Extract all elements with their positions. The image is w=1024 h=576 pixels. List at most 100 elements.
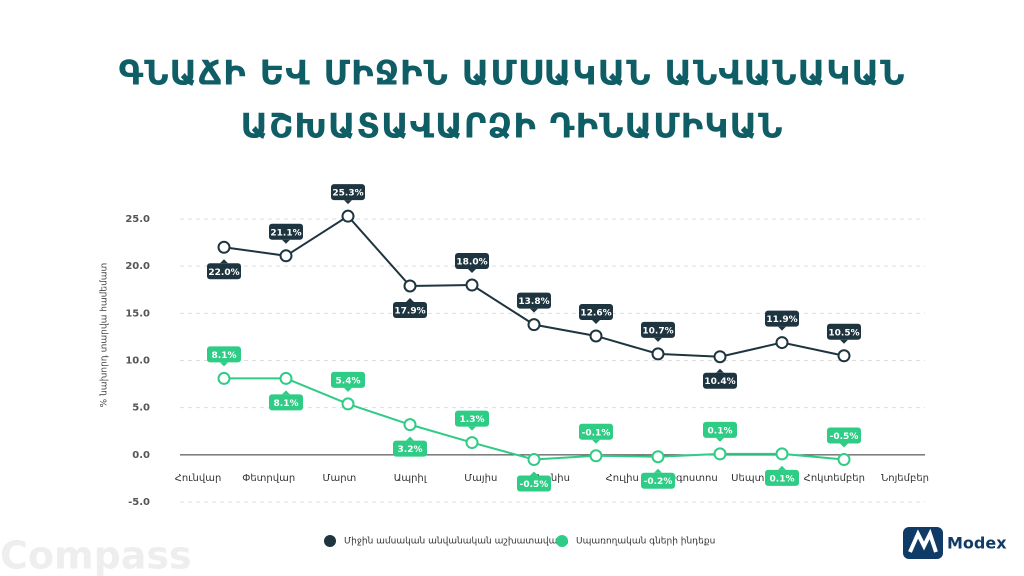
label-bg xyxy=(827,427,861,444)
data-label: 10.4% xyxy=(703,368,737,389)
legend-label: Միջին ամսական անվանական աշխատավարձ xyxy=(344,537,569,547)
value-label: 8.1% xyxy=(212,351,237,361)
value-label: -0.5% xyxy=(520,480,549,490)
label-bg xyxy=(207,346,241,363)
label-bg xyxy=(331,184,365,201)
value-label: 5.4% xyxy=(336,376,361,386)
point xyxy=(279,249,293,263)
point xyxy=(217,240,231,254)
point xyxy=(279,371,293,385)
y-tick-label: 10.0 xyxy=(125,356,150,367)
label-pointer xyxy=(344,200,352,205)
label-pointer xyxy=(282,239,290,244)
data-label: 8.1% xyxy=(269,390,303,411)
label-bg xyxy=(207,263,241,280)
data-label: 18.0% xyxy=(455,253,489,274)
data-label: 0.1% xyxy=(765,465,799,486)
label-bg xyxy=(641,321,675,338)
line xyxy=(223,214,845,358)
y-tick-label: 25.0 xyxy=(125,214,150,225)
label-pointer xyxy=(778,465,786,470)
point xyxy=(527,453,541,467)
label-pointer xyxy=(344,387,352,392)
data-label: 12.6% xyxy=(579,303,613,324)
value-label: 21.1% xyxy=(270,228,301,238)
data-label: 3.2% xyxy=(393,436,427,457)
point xyxy=(589,329,603,343)
modex-logo: Modex xyxy=(903,527,1007,559)
data-label: -0.5% xyxy=(517,471,551,492)
label-pointer xyxy=(592,319,600,324)
label-pointer xyxy=(406,436,414,441)
legend-label: Սպառողական գների ինդեքս xyxy=(576,537,715,547)
chart-title: ԳՆԱՃԻ ԵՎ ՄԻՋԻՆ ԱՄՍԱԿԱՆ ԱՆՎԱՆԱԿԱՆ xyxy=(119,54,906,94)
label-pointer xyxy=(220,362,228,367)
data-label: 10.7% xyxy=(641,321,675,342)
x-tick-label: Օգոստոս xyxy=(668,473,718,484)
label-pointer xyxy=(468,426,476,431)
point xyxy=(775,336,789,350)
y-tick-label: 5.0 xyxy=(132,403,150,414)
point xyxy=(465,436,479,450)
point xyxy=(775,447,789,461)
value-label: 0.1% xyxy=(770,474,795,484)
logo-text: Modex xyxy=(947,534,1007,553)
data-label: 21.1% xyxy=(269,223,303,244)
line xyxy=(224,377,845,461)
y-tick-label: 15.0 xyxy=(125,308,150,319)
label-pointer xyxy=(654,468,662,473)
data-label: 0.1% xyxy=(703,421,737,442)
value-label: -0.1% xyxy=(582,428,611,438)
data-label: -0.2% xyxy=(641,468,675,489)
x-tick-label: Փետրվար xyxy=(242,473,295,484)
label-bg xyxy=(455,410,489,427)
value-label: 11.9% xyxy=(766,315,797,325)
x-tick-label: Մայիս xyxy=(464,473,497,484)
data-label: 10.5% xyxy=(827,323,861,344)
value-label: 12.6% xyxy=(580,308,611,318)
value-label: -0.2% xyxy=(644,477,673,487)
x-tick-label: Հունիս xyxy=(533,473,570,484)
point xyxy=(837,349,851,363)
value-label: 13.8% xyxy=(518,297,549,307)
point xyxy=(403,418,417,432)
value-label: 10.5% xyxy=(828,328,859,338)
label-pointer xyxy=(406,297,414,302)
point xyxy=(713,447,727,461)
label-bg xyxy=(579,423,613,440)
point xyxy=(837,453,851,467)
point xyxy=(713,350,727,364)
data-label: 22.0% xyxy=(207,259,241,280)
label-bg xyxy=(703,372,737,389)
label-pointer xyxy=(282,390,290,395)
x-tick-label: Սեպտեմբեր xyxy=(731,473,796,484)
compass-logo: Compass xyxy=(0,534,192,576)
logo-glyph xyxy=(908,528,938,553)
point xyxy=(651,347,665,361)
legend-marker xyxy=(556,535,568,547)
point xyxy=(403,279,417,293)
data-label: -0.1% xyxy=(579,423,613,444)
label-bg xyxy=(765,469,799,486)
label-pointer xyxy=(530,308,538,313)
value-label: 25.3% xyxy=(332,189,363,199)
x-tick-label: Ապրիլ xyxy=(394,473,428,484)
label-pointer xyxy=(468,269,476,274)
value-label: 10.7% xyxy=(642,326,673,336)
value-label: 1.3% xyxy=(460,415,485,425)
label-pointer xyxy=(840,443,848,448)
data-label: 25.3% xyxy=(331,184,365,205)
x-tick-label: Հուլիս xyxy=(606,473,639,484)
label-bg xyxy=(269,223,303,240)
label-pointer xyxy=(592,439,600,444)
label-bg xyxy=(393,440,427,457)
label-bg xyxy=(269,394,303,411)
point xyxy=(589,449,603,463)
logo-text: Compass xyxy=(0,534,192,576)
data-label: 5.4% xyxy=(331,371,365,392)
y-tick-label: 0.0 xyxy=(132,450,150,461)
label-bg xyxy=(331,371,365,388)
data-label: 1.3% xyxy=(455,410,489,431)
data-label: 13.8% xyxy=(517,292,551,313)
